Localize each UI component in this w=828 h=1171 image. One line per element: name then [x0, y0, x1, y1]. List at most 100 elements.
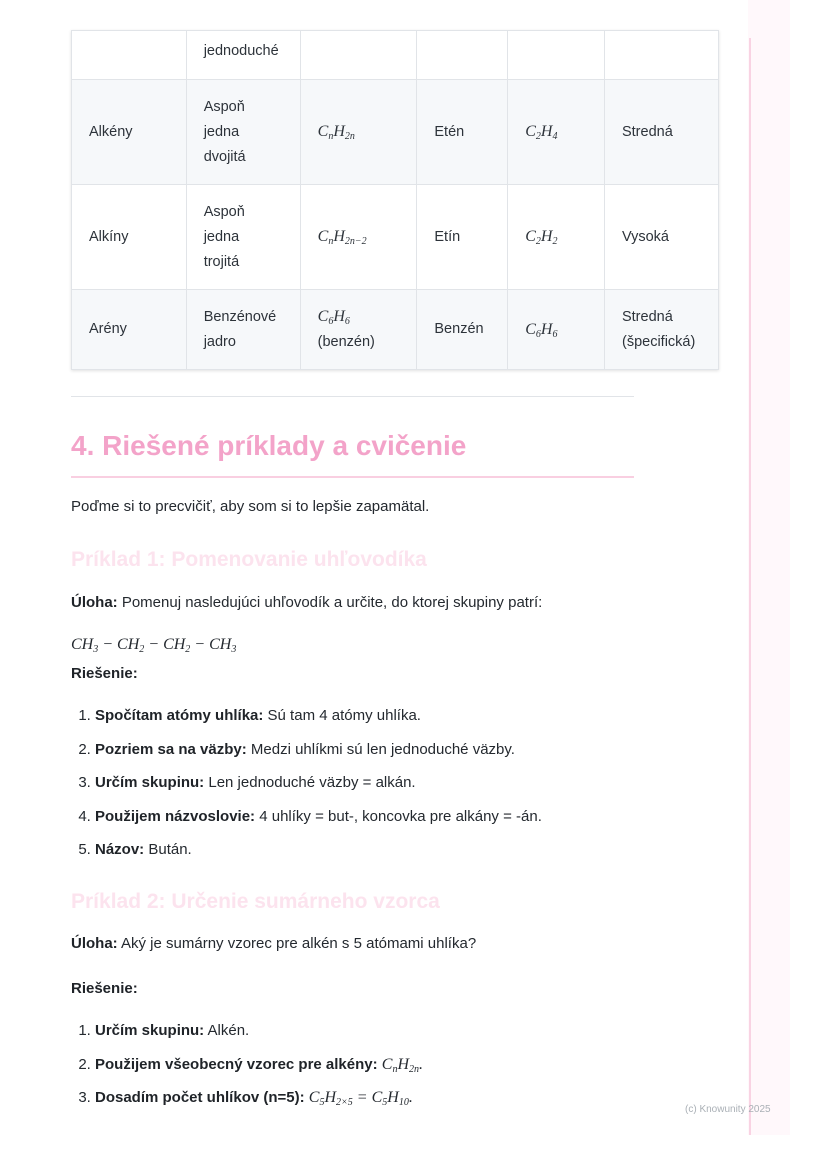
chemical-formula: C6H6	[317, 308, 350, 327]
cell-formula: CnH2n−2	[299, 184, 418, 290]
cell-example-formula: C2H2	[507, 184, 605, 290]
cell-bond: Aspoň jedna dvojitá	[185, 79, 301, 185]
formula-subscript: 2	[552, 236, 558, 247]
step-text: Sú tam 4 atómy uhlíka.	[263, 707, 421, 724]
solution-label: Riešenie:	[71, 665, 138, 682]
formula-subscript: 2	[535, 236, 541, 247]
cell-formula: C6H6 (benzén)	[299, 289, 418, 370]
formula-subscript: 6	[344, 316, 350, 327]
cell-reactivity	[603, 30, 720, 80]
example1-solution-label: Riešenie:	[71, 664, 138, 684]
table-row: Alkény Aspoň jedna dvojitá CnH2n Etén C2…	[71, 79, 720, 185]
formula-subscript: 2	[139, 644, 145, 655]
page-margin-line	[749, 38, 751, 1135]
formula-part: C	[317, 228, 329, 245]
cell-group: Alkíny	[71, 184, 187, 290]
bond-text: Benzénové jadro	[203, 308, 277, 350]
formula-subscript: 5	[382, 1097, 388, 1108]
step-text: Medzi uhlíkmi sú len jednoduché väzby.	[246, 740, 515, 758]
copyright: (c) Knowunity 2025	[685, 1104, 771, 1115]
cell-example-formula: C2H4	[507, 79, 605, 185]
example1-formula: CH3 − CH2 − CH2 − CH3	[71, 636, 236, 655]
cell-formula: CnH2n	[299, 79, 418, 185]
formula-part: C	[381, 1055, 393, 1073]
formula-part: H	[397, 1055, 410, 1073]
table-row: Alkíny Aspoň jedna trojitá CnH2n−2 Etín …	[71, 184, 720, 290]
example2-task: Úloha: Aký je sumárny vzorec pre alkén s…	[71, 934, 476, 954]
step-text: 4 uhlíky = but-, koncovka pre alkány = -…	[255, 807, 542, 825]
formula-part: CH	[71, 636, 94, 653]
step-text: Bután.	[144, 841, 192, 858]
list-item: Určím skupinu: Alkén.	[95, 1021, 423, 1055]
example2-steps: Určím skupinu: Alkén. Použijem všeobecný…	[71, 1021, 423, 1122]
cell-group	[71, 30, 187, 80]
formula-subscript: 3	[93, 644, 99, 655]
formula-subscript: 6	[328, 316, 334, 327]
cell-formula	[299, 30, 418, 80]
formula-part: − CH	[98, 636, 140, 653]
formula-part: C	[525, 228, 536, 245]
formula-subscript: 2×5	[336, 1097, 353, 1108]
formula-part: − CH	[144, 636, 186, 653]
section-intro: Poďme si to precvičiť, aby som si to lep…	[71, 498, 430, 515]
formula-subscript: n	[392, 1063, 398, 1075]
formula-note: (benzén)	[317, 334, 375, 350]
cell-example-formula	[507, 30, 605, 80]
step-label: Určím skupinu:	[95, 1022, 205, 1039]
list-item: Spočítam atómy uhlíka: Sú tam 4 atómy uh…	[95, 706, 542, 740]
chemical-formula: C5H2×5 = C5H10.	[309, 1089, 413, 1108]
formula-subscript: 2	[535, 131, 541, 142]
formula-part: .	[419, 1055, 424, 1073]
example1-task: Úloha: Pomenuj nasledujúci uhľovodík a u…	[71, 593, 542, 613]
cell-reactivity: Vysoká	[603, 184, 720, 290]
formula-part: H	[333, 308, 345, 325]
formula-subscript: 5	[319, 1097, 325, 1108]
task-label: Úloha:	[71, 594, 118, 611]
chemical-formula: C2H2	[525, 228, 558, 247]
list-item: Názov: Bután.	[95, 840, 542, 874]
cell-reactivity: Stredná	[603, 79, 720, 185]
chemical-formula: CnH2n	[317, 123, 355, 142]
list-item: Použijem názvoslovie: 4 uhlíky = but-, k…	[95, 807, 542, 841]
formula-part: C	[317, 123, 329, 140]
cell-group: Arény	[71, 289, 187, 370]
cell-bond: Aspoň jedna trojitá	[185, 184, 301, 290]
formula-part: C	[317, 308, 329, 325]
cell-example: Etín	[416, 184, 509, 290]
table-row: Arény Benzénové jadro C6H6 (benzén) Benzé…	[71, 289, 720, 370]
task-text: Aký je sumárny vzorec pre alkén s 5 atóm…	[117, 935, 477, 952]
chemical-formula: CnH2n−2	[317, 228, 367, 247]
formula-part: H	[387, 1089, 399, 1106]
cell-example	[416, 30, 509, 80]
formula-part: C	[525, 123, 536, 140]
formula-subscript: n	[328, 131, 334, 142]
formula-subscript: 6	[552, 328, 558, 340]
formula-part: − CH	[190, 636, 232, 653]
example2-heading: Príklad 2: Určenie sumárneho vzorca	[71, 890, 440, 913]
page-margin	[748, 0, 790, 1135]
formula-subscript: 2n	[344, 131, 355, 142]
task-label: Úloha:	[71, 935, 118, 952]
example1-steps: Spočítam atómy uhlíka: Sú tam 4 atómy uh…	[71, 706, 542, 874]
step-text: Len jednoduché väzby = alkán.	[204, 774, 416, 791]
formula-subscript: n	[328, 236, 334, 247]
step-label: Názov:	[95, 841, 145, 858]
example1-heading: Príklad 1: Pomenovanie uhľovodíka	[71, 548, 427, 571]
reactivity-text: Stredná (špecifická)	[621, 308, 696, 350]
step-label: Spočítam atómy uhlíka:	[95, 707, 264, 724]
formula-subscript: 4	[552, 131, 558, 142]
formula-part: H	[540, 123, 553, 140]
cell-example-formula: C6H6	[507, 289, 605, 370]
example2-solution-label: Riešenie:	[71, 979, 138, 999]
formula-subscript: 10	[398, 1097, 409, 1108]
chemical-formula: CnH2n.	[381, 1055, 424, 1075]
formula-part: = C	[352, 1089, 383, 1106]
cell-bond: Benzénové jadro	[185, 289, 301, 370]
section-heading: 4. Riešené príklady a cvičenie	[71, 430, 467, 461]
cell-reactivity: Stredná (špecifická)	[603, 289, 720, 370]
step-label: Dosadím počet uhlíkov (n=5):	[95, 1089, 305, 1106]
formula-part: H	[540, 320, 553, 338]
chemical-formula: C2H4	[525, 123, 558, 142]
formula-part: C	[525, 320, 536, 338]
hydrocarbon-table: jednoduché Alkény Aspoň jedna dvojitá Cn…	[71, 30, 720, 370]
